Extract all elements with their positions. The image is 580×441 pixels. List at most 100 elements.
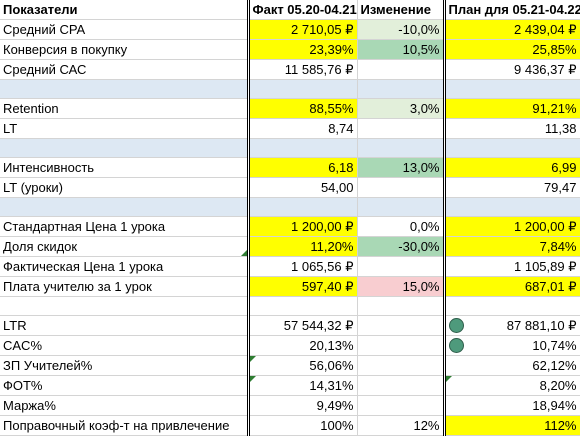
- change-cell[interactable]: -30,0%: [357, 236, 445, 257]
- fact-cell[interactable]: 88,55%: [246, 98, 358, 119]
- plan-cell[interactable]: [442, 138, 580, 158]
- fact-cell[interactable]: 6,18: [246, 157, 358, 178]
- plan-cell[interactable]: 687,01 ₽: [442, 276, 580, 297]
- change-cell[interactable]: [357, 79, 445, 99]
- change-cell[interactable]: [357, 59, 445, 80]
- table-row: LT (уроки) 54,00 79,47: [0, 177, 580, 198]
- row-label[interactable]: [0, 296, 249, 316]
- header-indicators[interactable]: Показатели: [0, 0, 249, 20]
- change-cell[interactable]: -10,0%: [357, 19, 445, 40]
- row-label[interactable]: [0, 197, 249, 217]
- row-label[interactable]: Retention: [0, 98, 249, 119]
- row-label-text: Доля скидок: [3, 239, 78, 254]
- row-label[interactable]: Маржа%: [0, 395, 249, 416]
- plan-cell-text: 87 881,10 ₽: [506, 318, 577, 333]
- plan-cell[interactable]: 2 439,04 ₽: [442, 19, 580, 40]
- row-label[interactable]: Средний CPA: [0, 19, 249, 40]
- fact-cell[interactable]: 11,20%: [246, 236, 358, 257]
- change-cell[interactable]: [357, 177, 445, 198]
- row-label[interactable]: Стандартная Цена 1 урока: [0, 216, 249, 237]
- fact-cell[interactable]: 14,31%: [246, 375, 358, 396]
- fact-cell[interactable]: 20,13%: [246, 335, 358, 356]
- plan-cell[interactable]: [442, 79, 580, 99]
- change-cell[interactable]: 12%: [357, 415, 445, 436]
- table-row: LTR 57 544,32 ₽ 87 881,10 ₽: [0, 315, 580, 336]
- plan-cell[interactable]: 1 105,89 ₽: [442, 256, 580, 277]
- row-label[interactable]: Интенсивность: [0, 157, 249, 178]
- change-cell[interactable]: 0,0%: [357, 216, 445, 237]
- row-label[interactable]: LT (уроки): [0, 177, 249, 198]
- spacer-row: [0, 79, 580, 99]
- row-label[interactable]: ЗП Учителей%: [0, 355, 249, 376]
- change-cell[interactable]: [357, 395, 445, 416]
- plan-cell[interactable]: 1 200,00 ₽: [442, 216, 580, 237]
- comment-marker-icon: [240, 250, 247, 256]
- fact-cell[interactable]: 23,39%: [246, 39, 358, 60]
- fact-cell[interactable]: 9,49%: [246, 395, 358, 416]
- fact-cell[interactable]: [246, 79, 358, 99]
- header-fact[interactable]: Факт 05.20-04.21: [246, 0, 358, 20]
- change-cell[interactable]: [357, 335, 445, 356]
- fact-cell[interactable]: 2 710,05 ₽: [246, 19, 358, 40]
- plan-cell[interactable]: 25,85%: [442, 39, 580, 60]
- fact-cell[interactable]: 11 585,76 ₽: [246, 59, 358, 80]
- fact-cell[interactable]: 1 200,00 ₽: [246, 216, 358, 237]
- row-label[interactable]: LT: [0, 118, 249, 139]
- row-label[interactable]: Конверсия в покупку: [0, 39, 249, 60]
- row-label[interactable]: Средний САС: [0, 59, 249, 80]
- table-row: LT 8,74 11,38: [0, 118, 580, 139]
- fact-cell[interactable]: 57 544,32 ₽: [246, 315, 358, 336]
- plan-cell[interactable]: 62,12%: [442, 355, 580, 376]
- change-cell[interactable]: 3,0%: [357, 98, 445, 119]
- change-cell[interactable]: [357, 138, 445, 158]
- fact-cell[interactable]: 54,00: [246, 177, 358, 198]
- header-change[interactable]: Изменение: [357, 0, 445, 20]
- header-plan[interactable]: План для 05.21-04.22: [442, 0, 580, 20]
- fact-cell[interactable]: [246, 197, 358, 217]
- change-cell[interactable]: [357, 256, 445, 277]
- plan-cell[interactable]: [442, 197, 580, 217]
- row-label[interactable]: [0, 79, 249, 99]
- fact-cell-text: 14,31%: [309, 378, 354, 393]
- row-label[interactable]: Доля скидок: [0, 236, 249, 257]
- table-row: Интенсивность 6,18 13,0% 6,99: [0, 157, 580, 178]
- spacer-row: [0, 197, 580, 217]
- change-cell[interactable]: [357, 315, 445, 336]
- plan-cell[interactable]: 18,94%: [442, 395, 580, 416]
- plan-cell[interactable]: 7,84%: [442, 236, 580, 257]
- plan-cell[interactable]: 11,38: [442, 118, 580, 139]
- row-label[interactable]: Фактическая Цена 1 урока: [0, 256, 249, 277]
- fact-cell[interactable]: 100%: [246, 415, 358, 436]
- change-cell[interactable]: [357, 296, 445, 316]
- fact-cell[interactable]: 597,40 ₽: [246, 276, 358, 297]
- change-cell[interactable]: 13,0%: [357, 157, 445, 178]
- row-label[interactable]: CAC%: [0, 335, 249, 356]
- fact-cell[interactable]: 1 065,56 ₽: [246, 256, 358, 277]
- plan-cell[interactable]: 10,74%: [442, 335, 580, 356]
- fact-cell[interactable]: [246, 138, 358, 158]
- plan-cell[interactable]: 91,21%: [442, 98, 580, 119]
- plan-cell[interactable]: 6,99: [442, 157, 580, 178]
- row-label[interactable]: LTR: [0, 315, 249, 336]
- plan-cell[interactable]: 79,47: [442, 177, 580, 198]
- plan-cell[interactable]: 8,20%: [442, 375, 580, 396]
- row-label[interactable]: [0, 138, 249, 158]
- change-cell[interactable]: 15,0%: [357, 276, 445, 297]
- row-label[interactable]: ФОТ%: [0, 375, 249, 396]
- row-label[interactable]: Поправочный коэф-т на привлечение: [0, 415, 249, 436]
- row-label[interactable]: Плата учителю за 1 урок: [0, 276, 249, 297]
- change-cell[interactable]: [357, 118, 445, 139]
- fact-cell[interactable]: 56,06%: [246, 355, 358, 376]
- fact-cell[interactable]: 8,74: [246, 118, 358, 139]
- plan-cell[interactable]: 87 881,10 ₽: [442, 315, 580, 336]
- change-cell[interactable]: [357, 355, 445, 376]
- change-cell[interactable]: [357, 375, 445, 396]
- plan-cell-text: 8,20%: [539, 378, 577, 393]
- plan-cell[interactable]: 112%: [442, 415, 580, 436]
- change-cell[interactable]: 10,5%: [357, 39, 445, 60]
- change-cell[interactable]: [357, 197, 445, 217]
- fact-cell[interactable]: [246, 296, 358, 316]
- plan-cell[interactable]: [442, 296, 580, 316]
- plan-cell[interactable]: 9 436,37 ₽: [442, 59, 580, 80]
